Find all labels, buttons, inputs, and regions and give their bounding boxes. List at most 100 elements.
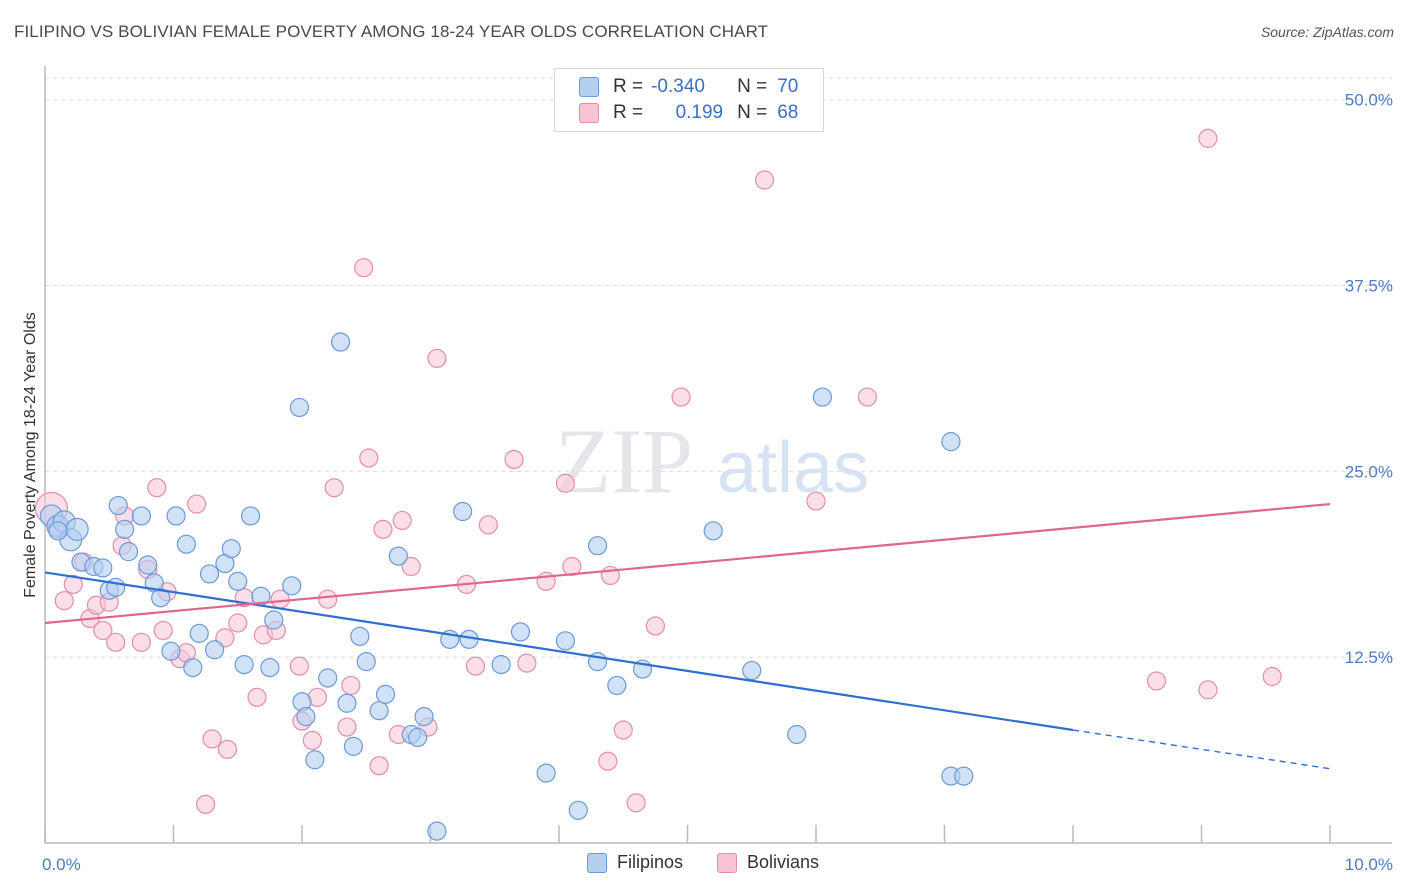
filipinos-point — [369, 701, 389, 721]
bolivians-point — [354, 258, 374, 278]
filipinos-point — [289, 397, 310, 418]
filipinos-point — [282, 576, 302, 596]
bolivians-point — [217, 739, 238, 759]
filipinos-point — [93, 558, 113, 578]
n-label: N = — [737, 102, 768, 123]
filipinos-point — [108, 495, 128, 516]
r-value: -0.340 — [651, 76, 705, 97]
filipinos-point — [118, 542, 139, 562]
filipinos-point — [427, 821, 447, 841]
filipinos-point — [234, 655, 254, 675]
filipinos-point — [491, 655, 511, 675]
filipinos-point — [787, 724, 807, 745]
bolivians-point — [613, 720, 633, 740]
filipinos-point — [205, 640, 225, 660]
filipinos-point — [161, 641, 181, 661]
filipinos-point — [151, 588, 171, 608]
filipinos-point — [408, 727, 428, 748]
bolivians-point — [754, 170, 775, 190]
legend-item-bolivians: Bolivians — [716, 852, 820, 873]
filipinos-point — [228, 571, 248, 591]
legend-row-bolivians: R = 0.199 N = 68 — [579, 101, 798, 125]
series-legend: Filipinos Bolivians — [0, 852, 1406, 873]
bolivians-point — [196, 794, 216, 814]
bolivians-point — [562, 556, 582, 577]
r-label: R = — [613, 76, 644, 97]
filipinos-trend-line — [44, 571, 1074, 732]
filipinos-point — [296, 707, 316, 727]
bolivians-point — [228, 613, 248, 633]
y-tick-label: 25.0% — [1345, 462, 1393, 481]
bolivians-point — [369, 756, 389, 776]
bolivians-point — [63, 574, 83, 594]
bolivians-point — [857, 387, 878, 407]
bolivians-point — [147, 478, 167, 498]
bolivians-point — [555, 473, 576, 493]
filipinos-point — [375, 684, 396, 704]
filipinos-point — [330, 332, 351, 352]
bolivians-point — [318, 589, 338, 609]
y-axis-label: Female Poverty Among 18-24 Year Olds — [22, 312, 39, 598]
bolivians-point — [54, 591, 74, 611]
bolivians-point — [93, 620, 113, 641]
legend-row-filipinos: R = -0.340 N = 70 — [579, 75, 798, 99]
filipinos-point — [453, 501, 473, 522]
filipinos-point — [260, 657, 280, 678]
filipinos-trend-extension — [1072, 729, 1331, 770]
r-value: 0.199 — [675, 102, 724, 123]
filipinos-point — [388, 546, 408, 566]
bolivians-point — [187, 494, 207, 514]
bolivians-point — [1198, 128, 1218, 148]
bolivians-point — [359, 448, 379, 468]
bolivians-point — [671, 387, 691, 407]
filipinos-point — [106, 577, 126, 597]
bolivians-point — [806, 491, 826, 511]
filipinos-point — [510, 622, 531, 642]
bolivians-point — [392, 510, 412, 531]
filipinos-point — [954, 766, 974, 786]
filipinos-legend-swatch — [586, 852, 607, 873]
filipinos-point — [305, 750, 325, 770]
bolivians-point — [427, 348, 447, 368]
bolivians-point — [153, 620, 173, 641]
bolivians-point — [517, 653, 537, 673]
filipinos-point — [587, 536, 608, 556]
bolivians-point — [478, 515, 498, 535]
filipinos-point — [607, 675, 627, 696]
filipinos-point — [221, 539, 241, 559]
filipinos-points — [39, 332, 974, 841]
r-label: R = — [613, 102, 644, 123]
filipinos-point — [536, 763, 556, 783]
filipinos-point — [115, 519, 135, 539]
bolivians-point — [1198, 680, 1218, 700]
bolivians-swatch — [579, 103, 599, 123]
watermark-zip: ZIP — [555, 410, 693, 512]
filipinos-point — [318, 668, 338, 688]
tick-labels: 12.5% 25.0% 37.5% 50.0% 0.0% 10.0% — [42, 91, 1393, 874]
filipinos-swatch — [579, 77, 599, 97]
y-tick-label: 12.5% — [1345, 648, 1393, 667]
bolivians-point — [1262, 666, 1282, 687]
bolivians-point — [131, 632, 151, 652]
bolivians-point — [341, 675, 361, 696]
bolivians-point — [1146, 671, 1167, 691]
legend-label-bolivians: Bolivians — [746, 852, 820, 872]
filipinos-point — [703, 521, 723, 541]
bolivians-trend-line — [44, 502, 1331, 625]
bolivians-point — [337, 717, 357, 737]
filipinos-point — [241, 506, 261, 526]
bolivians-point — [373, 519, 393, 539]
filipinos-point — [414, 707, 434, 727]
n-value: 70 — [777, 76, 799, 97]
filipinos-point — [131, 506, 151, 526]
filipinos-point — [199, 564, 220, 584]
filipinos-point — [343, 736, 363, 756]
filipinos-point — [941, 432, 961, 452]
y-tick-label: 50.0% — [1345, 91, 1393, 110]
filipinos-point — [264, 610, 284, 630]
legend-label-filipinos: Filipinos — [616, 852, 683, 872]
bolivians-point — [598, 751, 618, 771]
watermark-atlas: atlas — [717, 428, 869, 508]
bolivians-point — [202, 729, 222, 749]
